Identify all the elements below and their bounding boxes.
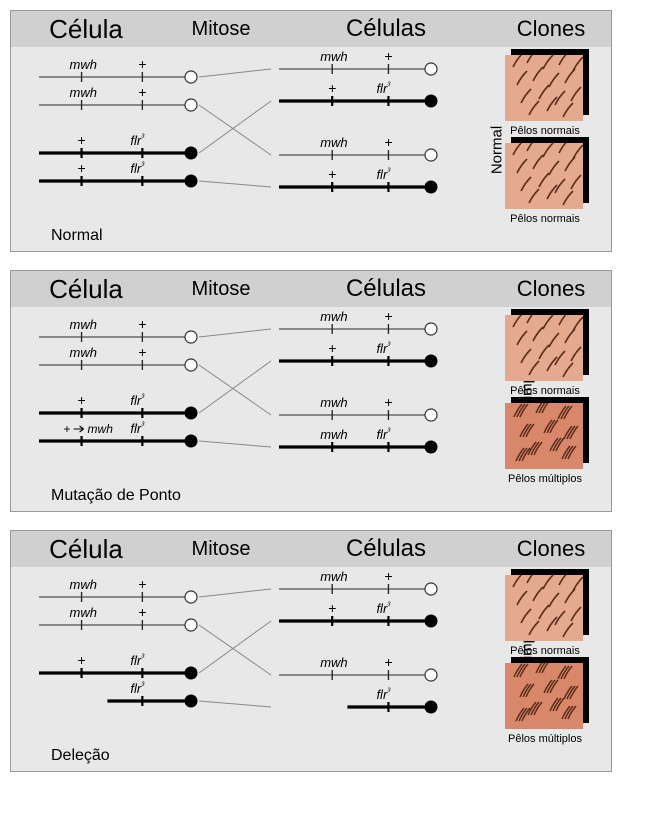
svg-text:+: + [384, 654, 392, 670]
header-celulas: Células [281, 15, 491, 43]
chromosome-diagram: mwh + mwh + + flr³ + flr³ mwh + + flr³ mwh + + flr³ [11, 47, 481, 247]
svg-text:mwh: mwh [320, 427, 347, 442]
clone-thumbnail [505, 663, 583, 729]
svg-text:+: + [138, 84, 146, 100]
header-mitose: Mitose [161, 538, 281, 561]
panel-header: Célula Mitose Células Clones [11, 271, 611, 307]
mechanism-label: Mutação de Ponto [51, 487, 181, 505]
svg-text:+: + [328, 600, 336, 616]
header-celula: Célula [11, 14, 161, 45]
svg-text:+: + [384, 308, 392, 324]
svg-text:flr³: flr³ [376, 166, 391, 182]
svg-text:+: + [328, 80, 336, 96]
header-clones: Clones [491, 16, 611, 42]
header-mitose: Mitose [161, 18, 281, 41]
svg-text:flr³: flr³ [130, 680, 145, 696]
svg-text:mwh: mwh [70, 57, 97, 72]
header-celula: Célula [11, 274, 161, 305]
header-celulas: Células [281, 275, 491, 303]
panel-header: Célula Mitose Células Clones [11, 11, 611, 47]
svg-text:flr³: flr³ [376, 80, 391, 96]
svg-text:+: + [78, 392, 86, 408]
header-celula: Célula [11, 534, 161, 565]
svg-text:+: + [384, 568, 392, 584]
svg-text:+: + [78, 132, 86, 148]
svg-text:mwh: mwh [70, 85, 97, 100]
header-celulas: Células [281, 535, 491, 563]
chromosome-diagram: mwh+mwh++flr³+ mwhflr³mwh++flr³mwh+mwhfl… [11, 307, 481, 507]
svg-text:flr³: flr³ [130, 420, 145, 436]
svg-text:flr³: flr³ [130, 160, 145, 176]
thumb-caption: Pêlos múltiplos [495, 733, 595, 745]
svg-text:flr³: flr³ [376, 426, 391, 442]
svg-text:mwh: mwh [70, 345, 97, 360]
clone-thumbnail [505, 403, 583, 469]
clone-area: Mancha simples Pêlos normais Pêlos múlti… [491, 315, 601, 505]
clone-thumbnail [505, 315, 583, 381]
diagram-panel: Célula Mitose Células Clones mwh + mwh + + fl… [10, 10, 612, 252]
clone-type-label: Normal [489, 126, 506, 174]
svg-text:+: + [384, 134, 392, 150]
svg-text:mwh: mwh [70, 317, 97, 332]
svg-text:+: + [384, 394, 392, 410]
header-clones: Clones [491, 536, 611, 562]
svg-text:+: + [78, 160, 86, 176]
svg-text:flr³: flr³ [376, 600, 391, 616]
svg-text:+: + [138, 56, 146, 72]
svg-text:+: + [78, 652, 86, 668]
svg-text:mwh: mwh [320, 395, 347, 410]
clone-area: Mancha simples Pêlos normais Pêlos múlti… [491, 575, 601, 765]
svg-text:mwh: mwh [320, 309, 347, 324]
thumb-caption: Pêlos múltiplos [495, 473, 595, 485]
svg-text:mwh: mwh [320, 49, 347, 64]
chromosome-diagram: mwh + mwh + + flr³ flr³ mwh + + flr³ mwh + flr³ [11, 567, 481, 767]
svg-text:mwh: mwh [70, 605, 97, 620]
clone-thumbnail [505, 575, 583, 641]
svg-text:+: + [138, 576, 146, 592]
header-mitose: Mitose [161, 278, 281, 301]
svg-text:mwh: mwh [320, 655, 347, 670]
panel-header: Célula Mitose Células Clones [11, 531, 611, 567]
diagram-panel: Célula Mitose Células Clones mwh + mwh + + fl… [10, 530, 612, 772]
svg-text:+: + [138, 604, 146, 620]
svg-text:mwh: mwh [320, 569, 347, 584]
thumb-caption: Pêlos normais [495, 125, 595, 137]
svg-text:flr³: flr³ [376, 686, 391, 702]
svg-text:mwh: mwh [88, 422, 114, 436]
svg-text:+: + [64, 422, 71, 436]
thumb-caption: Pêlos normais [495, 385, 595, 397]
svg-text:flr³: flr³ [130, 652, 145, 668]
mechanism-label: Normal [51, 227, 103, 245]
svg-text:flr³: flr³ [130, 392, 145, 408]
mechanism-label: Deleção [51, 747, 110, 765]
clone-thumbnail [505, 143, 583, 209]
thumb-caption: Pêlos normais [495, 213, 595, 225]
svg-text:mwh: mwh [70, 577, 97, 592]
diagram-panel: Célula Mitose Células Clones mwh+mwh++fl… [10, 270, 612, 512]
clone-thumbnail [505, 55, 583, 121]
svg-text:+: + [384, 48, 392, 64]
svg-text:flr³: flr³ [130, 132, 145, 148]
clone-area: Normal Pêlos normais Pêlos normais [491, 55, 601, 245]
svg-text:+: + [138, 316, 146, 332]
svg-text:+: + [138, 344, 146, 360]
svg-text:+: + [328, 340, 336, 356]
svg-text:+: + [328, 166, 336, 182]
svg-text:flr³: flr³ [376, 340, 391, 356]
svg-text:mwh: mwh [320, 135, 347, 150]
header-clones: Clones [491, 276, 611, 302]
thumb-caption: Pêlos normais [495, 645, 595, 657]
